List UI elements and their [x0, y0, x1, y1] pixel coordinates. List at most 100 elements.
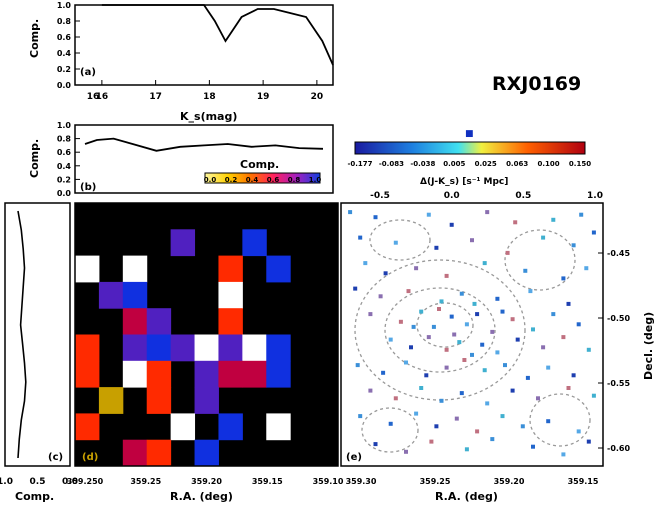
heatmap-cell [122, 360, 148, 388]
scatter-point [505, 250, 510, 255]
heatmap-cell [218, 281, 243, 309]
heatmap-cell [218, 255, 243, 283]
colorbar-e-bar [354, 141, 586, 155]
panel-a-xtick-label: 16 [87, 92, 100, 102]
scatter-point [561, 335, 566, 340]
panel-c-xtick-label: 0.0 [62, 477, 78, 487]
panel-d-label: (d) [82, 452, 98, 463]
panel-d-xlabel: R.A. (deg) [170, 490, 233, 503]
panel-e-xtick-label: 359.15 [568, 477, 599, 486]
scatter-point [586, 439, 591, 444]
scatter-point [541, 235, 546, 240]
scatter-point [424, 373, 429, 378]
panel-a-xlabel: K_s(mag) [180, 110, 237, 123]
scatter-point [393, 396, 398, 401]
scatter-point [470, 238, 474, 243]
scatter-point [531, 327, 535, 332]
panel-a-xtick-label: 17 [149, 92, 162, 102]
panel-b-ytick-label: 1.0 [57, 121, 72, 130]
scatter-point [449, 314, 454, 319]
heatmap-cell [194, 439, 219, 467]
scatter-point [358, 414, 363, 419]
scatter-point [406, 289, 411, 294]
panel-d-frame [74, 202, 339, 467]
panel-c-series-line [17, 210, 27, 459]
scatter-point [579, 212, 584, 217]
scatter-point [388, 337, 393, 342]
scatter-point [566, 301, 571, 306]
scatter-point [439, 398, 444, 403]
scatter-point [464, 447, 469, 452]
panel-a-ytick-label: 0.8 [57, 17, 72, 26]
scatter-point [414, 411, 419, 416]
panel-a-ytick-label: 0.2 [57, 65, 71, 74]
scatter-point [404, 360, 408, 365]
scatter-point [513, 220, 518, 225]
scatter-point [551, 312, 556, 317]
heatmap-cell [218, 413, 243, 441]
panel-a-label: (a) [80, 67, 96, 78]
scatter-point [431, 324, 436, 329]
panel-e-xtick-label: 359.25 [420, 477, 451, 486]
heatmap-cell [122, 281, 148, 309]
scatter-point [437, 307, 441, 311]
scatter-point [383, 271, 388, 276]
panel-e-toptick-label: -0.5 [370, 191, 390, 201]
panel-d-xtick-label: 359.10 [313, 477, 344, 486]
panel-b-ytick-label: 0.8 [57, 135, 72, 144]
scatter-point [409, 345, 413, 350]
panel-e-toptick-label: 0.5 [515, 191, 531, 201]
panel-e-xtick-label: 359.20 [494, 477, 525, 486]
panel-a-xtick-label: 16 [96, 92, 109, 102]
heatmap-cell [242, 334, 267, 362]
heatmap-cell [122, 334, 148, 362]
panel-c-xlabel: Comp. [15, 490, 54, 503]
heatmap-cell [122, 255, 148, 283]
panel-e-xlabel: R.A. (deg) [435, 490, 498, 503]
scatter-point [368, 312, 373, 317]
scatter-point [439, 299, 444, 304]
heatmap-cell [146, 308, 172, 335]
scatter-point [373, 442, 378, 447]
scatter-point [571, 243, 576, 248]
heatmap-cell [98, 281, 124, 309]
panel-d-xtick-label: 359.20 [191, 477, 222, 486]
panel-c: 1.0 0.5 0.0 (c) Comp. [0, 202, 78, 503]
heatmap-cell [170, 334, 196, 362]
scatter-point [419, 309, 424, 314]
panel-e-top-axis-label: Δ(J-K_s) [s⁻¹ Mpc] [420, 177, 508, 187]
heatmap-cell [242, 360, 267, 388]
scatter-point [459, 291, 464, 296]
scatter-point [490, 329, 495, 334]
panel-c-label: (c) [48, 452, 63, 463]
scatter-point [561, 452, 566, 457]
panel-a-xtick-label: 19 [257, 92, 270, 102]
heatmap-cell [170, 229, 196, 257]
panel-a-xtick-label: 18 [203, 92, 216, 102]
scatter-point [500, 414, 505, 419]
colorbar-d-tick-label: 0.2 [225, 176, 238, 184]
heatmap-cell [75, 360, 100, 388]
scatter-point [444, 273, 449, 278]
heatmap-cell [194, 387, 219, 414]
heatmap-cell [218, 360, 243, 388]
heatmap-cell [218, 308, 243, 335]
scatter-point [388, 421, 393, 426]
scatter-point [515, 337, 520, 342]
panel-a-ylabel: Comp. [28, 19, 41, 58]
scatter-point [482, 261, 487, 266]
panel-e-toptick-label: 1.0 [587, 191, 603, 201]
panel-c-xtick-label: 1.0 [0, 477, 13, 487]
heatmap-cell [146, 360, 172, 388]
colorbar-d-tick-label: 0.0 [204, 176, 217, 184]
heatmap-cell [75, 413, 100, 441]
scatter-point [353, 286, 358, 291]
colorbar-d-tick-label: 0.6 [267, 176, 280, 184]
panel-d-xtick-label: 359.15 [252, 477, 283, 486]
scatter-point [426, 335, 431, 340]
scatter-point [462, 358, 467, 362]
panel-a-frame [74, 4, 334, 86]
scatter-point [411, 324, 416, 329]
scatter-point [378, 294, 383, 299]
